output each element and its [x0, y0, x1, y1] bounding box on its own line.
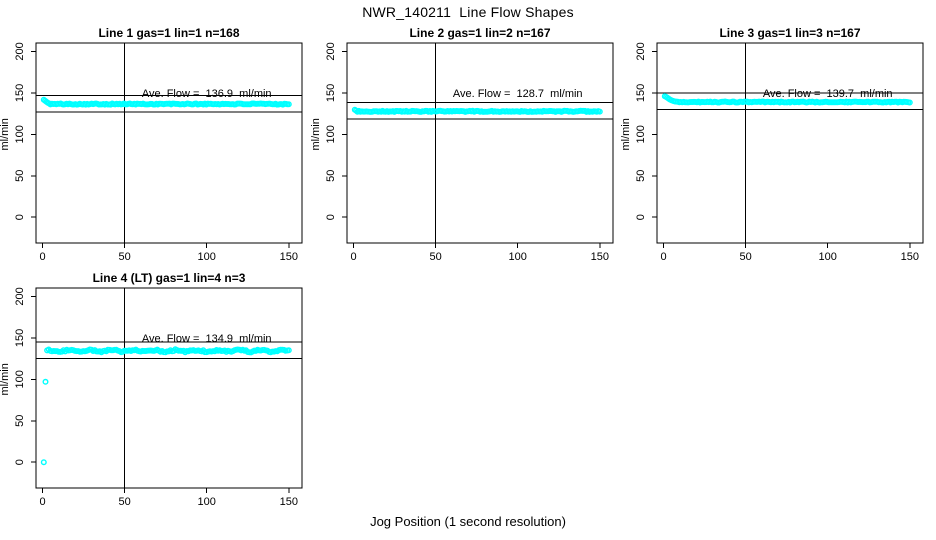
- y-tick-label: 150: [14, 84, 26, 102]
- x-tick-label: 0: [39, 251, 45, 263]
- data-point: [285, 101, 292, 108]
- y-tick-label: 100: [325, 125, 337, 143]
- data-points: [351, 106, 603, 115]
- x-axis-title: Jog Position (1 second resolution): [370, 514, 566, 529]
- x-tick-label: 50: [739, 251, 751, 263]
- y-tick-label: 200: [635, 42, 647, 60]
- data-points: [40, 346, 292, 466]
- plot-title-line-2: Line 2 gas=1 lin=2 n=167: [409, 26, 551, 40]
- axes: 0 50 100 150 0 50 100 150 200: [635, 42, 919, 263]
- data-point: [42, 378, 49, 385]
- plot-border: [35, 42, 303, 244]
- y-tick-label: 0: [14, 214, 26, 220]
- reference-lines: [657, 43, 923, 243]
- chart-canvas-line-4: 0 50 100 150 0 50 100 150 200 ml/min Ave. Flow = 1…: [0, 287, 303, 508]
- x-tick-label: 100: [509, 251, 527, 263]
- x-tick-label: 100: [198, 496, 216, 508]
- data-point: [285, 347, 292, 354]
- x-tick-label: 100: [198, 251, 216, 263]
- axes: 0 50 100 150 0 50 100 150 200: [325, 42, 609, 263]
- y-tick-label: 150: [14, 329, 26, 347]
- data-point: [596, 108, 603, 115]
- y-axis-label: ml/min: [620, 118, 632, 150]
- y-tick-label: 150: [635, 84, 647, 102]
- x-tick-label: 50: [429, 251, 441, 263]
- plot-border: [656, 42, 924, 244]
- data-points: [40, 96, 292, 108]
- y-axis-label: ml/min: [0, 363, 11, 395]
- y-tick-label: 100: [635, 125, 647, 143]
- chart-canvas-line-1: 0 50 100 150 0 50 100 150 200 ml/min Ave. Flow = 1…: [0, 42, 303, 263]
- reference-lines: [347, 43, 613, 243]
- reference-lines: [36, 43, 302, 243]
- plot-title-line-1: Line 1 gas=1 lin=1 n=168: [98, 26, 240, 40]
- ave-flow-annotation: Ave. Flow = 128.7 ml/min: [453, 88, 583, 100]
- data-point: [906, 99, 913, 106]
- y-tick-label: 200: [14, 42, 26, 60]
- x-tick-label: 50: [118, 496, 130, 508]
- axes: 0 50 100 150 0 50 100 150 200: [14, 42, 298, 263]
- plot-area: 0 50 100 150 0 50 100 150 200 ml/min Ave. Flow = 1…: [0, 42, 303, 263]
- ave-flow-annotation: Ave. Flow = 134.9 ml/min: [142, 333, 272, 345]
- y-tick-label: 200: [325, 42, 337, 60]
- y-tick-label: 50: [14, 415, 26, 427]
- y-tick-label: 50: [325, 170, 337, 182]
- y-tick-label: 0: [14, 459, 26, 465]
- x-tick-label: 150: [280, 496, 298, 508]
- x-tick-label: 150: [591, 251, 609, 263]
- data-points: [661, 93, 913, 106]
- y-axis-label: ml/min: [0, 118, 11, 150]
- ave-flow-annotation: Ave. Flow = 136.9 ml/min: [142, 88, 272, 100]
- y-tick-label: 150: [325, 84, 337, 102]
- chart-canvas-line-3: 0 50 100 150 0 50 100 150 200 ml/min Ave. Flow = 1…: [620, 42, 924, 263]
- x-tick-label: 0: [39, 496, 45, 508]
- plot-area: 0 50 100 150 0 50 100 150 200 ml/min Ave. Flow = 1…: [310, 42, 614, 263]
- reference-lines: [36, 288, 302, 488]
- y-tick-label: 100: [14, 370, 26, 388]
- chart-canvas-line-2: 0 50 100 150 0 50 100 150 200 ml/min Ave. Flow = 1…: [310, 42, 614, 263]
- y-tick-label: 50: [635, 170, 647, 182]
- x-tick-label: 0: [660, 251, 666, 263]
- y-tick-label: 200: [14, 287, 26, 305]
- plot-border: [346, 42, 614, 244]
- x-tick-label: 150: [280, 251, 298, 263]
- y-tick-label: 100: [14, 125, 26, 143]
- x-tick-label: 150: [901, 251, 919, 263]
- ave-flow-annotation: Ave. Flow = 139.7 ml/min: [763, 88, 893, 100]
- plot-border: [35, 287, 303, 489]
- plot-area: 0 50 100 150 0 50 100 150 200 ml/min Ave. Flow = 1…: [620, 42, 924, 263]
- y-tick-label: 0: [325, 214, 337, 220]
- data-point: [40, 459, 47, 466]
- x-tick-label: 50: [118, 251, 130, 263]
- main-title: NWR_140211 Line Flow Shapes: [362, 4, 574, 20]
- plot-title-line-3: Line 3 gas=1 lin=3 n=167: [719, 26, 861, 40]
- y-tick-label: 0: [635, 214, 647, 220]
- y-axis-label: ml/min: [310, 118, 322, 150]
- y-tick-label: 50: [14, 170, 26, 182]
- plot-title-line-4: Line 4 (LT) gas=1 lin=4 n=3: [92, 271, 246, 285]
- plot-area: 0 50 100 150 0 50 100 150 200 ml/min Ave. Flow = 1…: [0, 287, 303, 508]
- axes: 0 50 100 150 0 50 100 150 200: [14, 287, 298, 508]
- x-tick-label: 0: [350, 251, 356, 263]
- x-tick-label: 100: [819, 251, 837, 263]
